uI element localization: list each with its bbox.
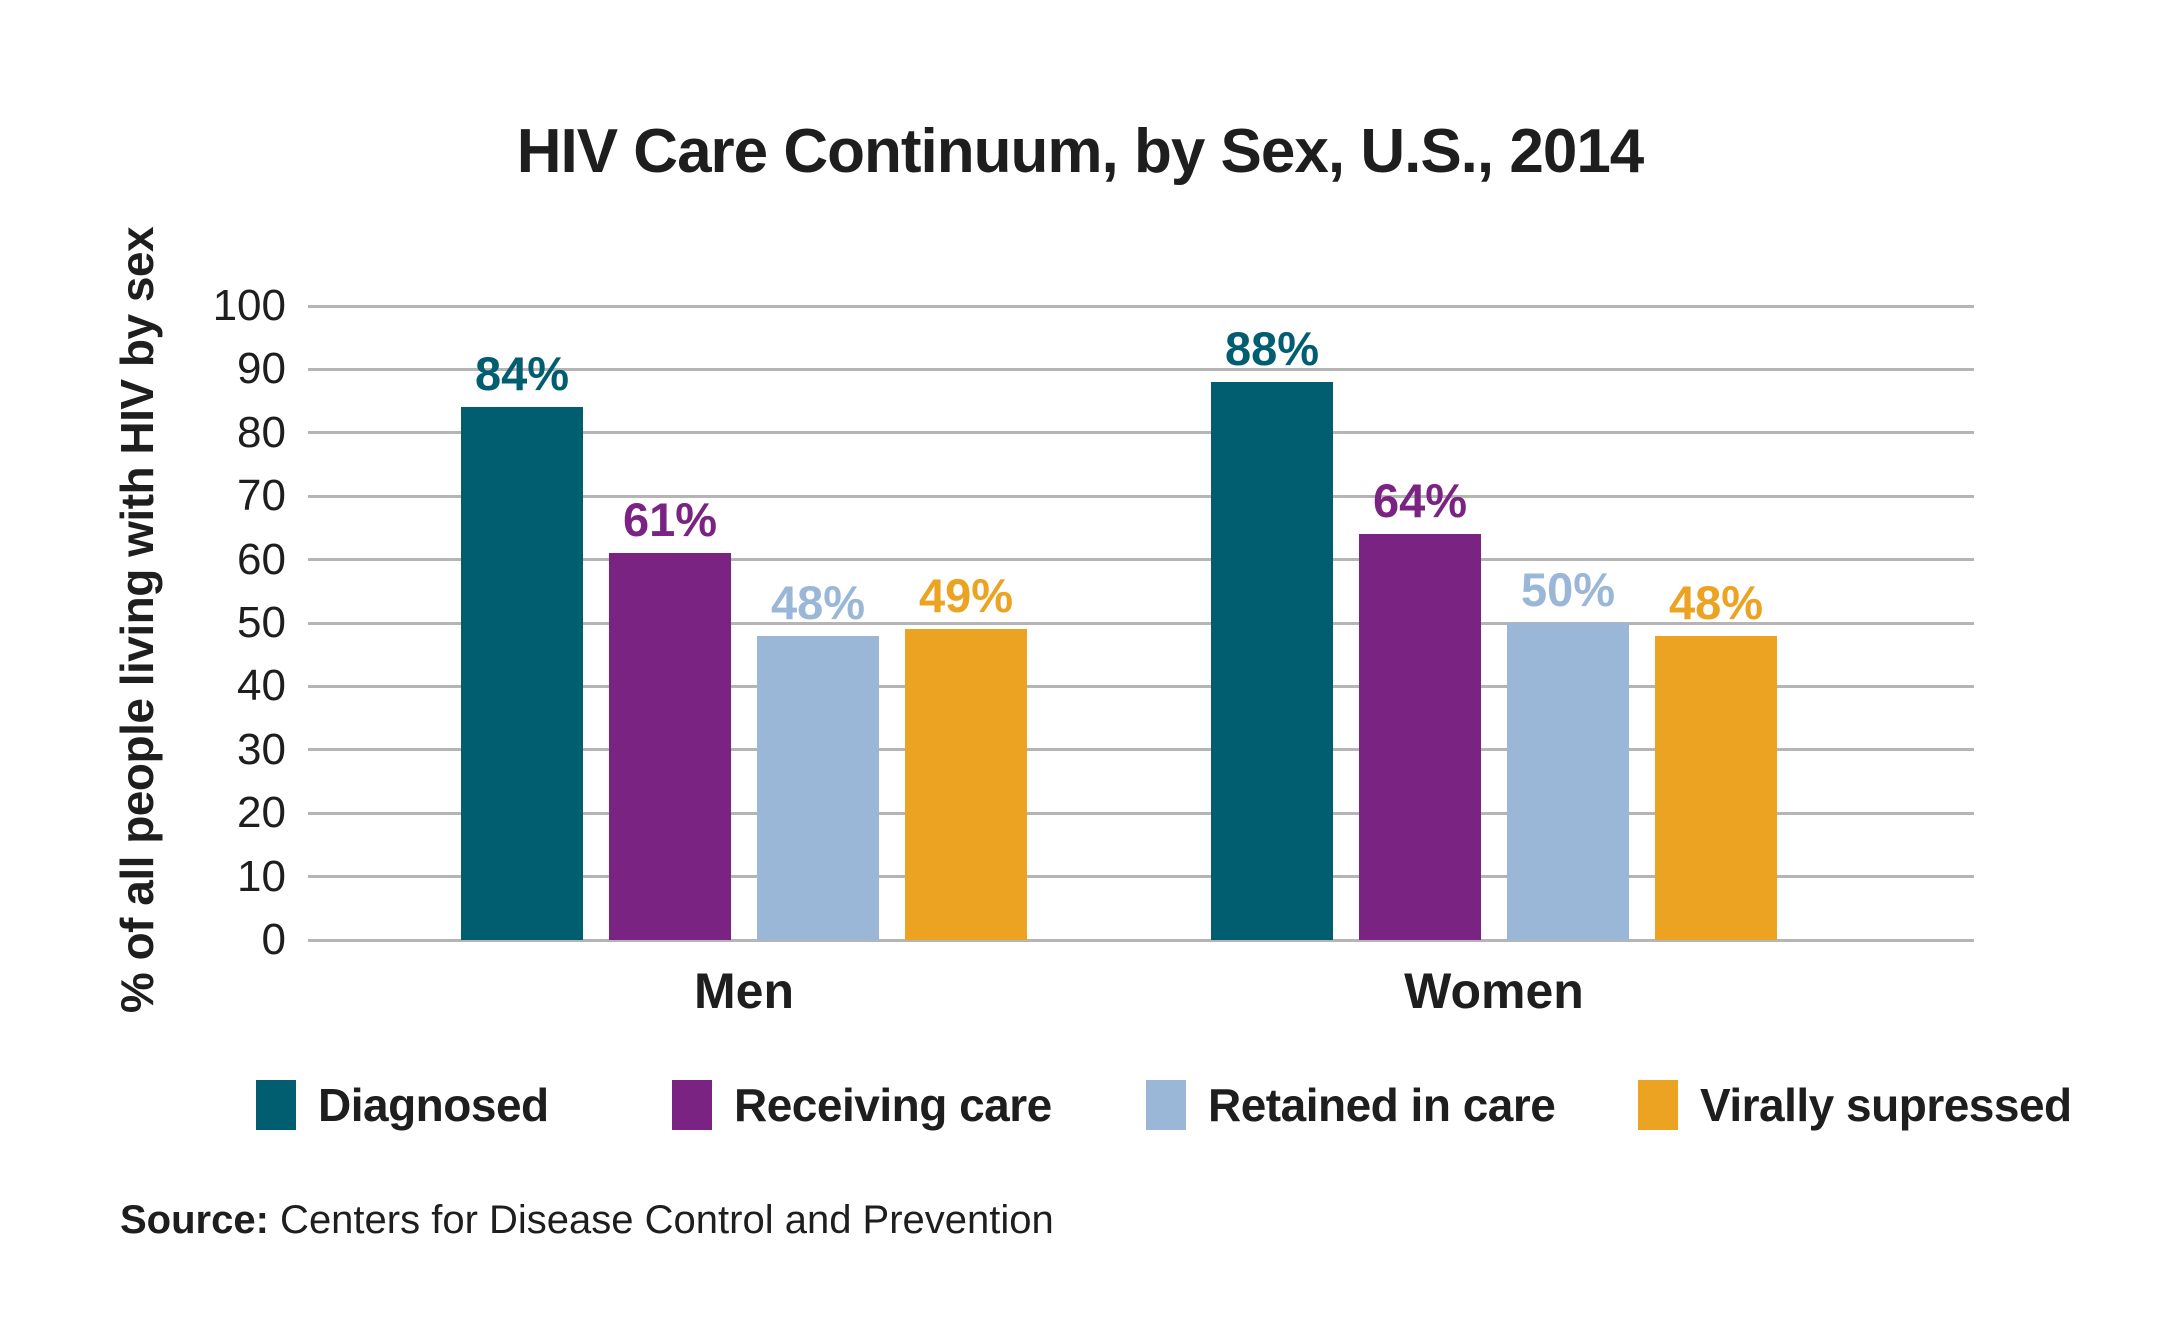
chart-title: HIV Care Continuum, by Sex, U.S., 2014 [516, 117, 1645, 186]
gridline-30 [308, 748, 1974, 752]
category-label-women: Women [1404, 963, 1584, 1019]
legend-item-virally-supressed: Virally supressed [1638, 1080, 2072, 1130]
legend-label: Diagnosed [318, 1079, 549, 1131]
legend-swatch-icon [672, 1080, 712, 1130]
bar-value-label: 50% [1520, 563, 1616, 616]
gridline-20 [308, 811, 1974, 815]
legend-swatch-icon [1638, 1080, 1678, 1130]
bar-men-retained-in-care: 48% [757, 579, 879, 940]
bar-value-label: 48% [1668, 575, 1764, 629]
bar-men-diagnosed: 84% [461, 350, 583, 940]
gridline-0 [308, 938, 1974, 942]
bar-value-label: 88% [1224, 322, 1320, 376]
legend-swatch-icon [256, 1080, 296, 1130]
legend-item-receiving-care: Receiving care [672, 1080, 1052, 1130]
legend-label: Receiving care [734, 1079, 1052, 1131]
y-tick-label-10: 10 [237, 851, 286, 901]
gridline-70 [308, 494, 1974, 498]
bar-value-label: 48% [770, 575, 866, 629]
bar-value-label: 84% [474, 347, 570, 401]
legend-swatch-icon [1146, 1080, 1186, 1130]
gridline-40 [308, 684, 1974, 688]
y-tick-label-100: 100 [212, 281, 286, 330]
bar-men-virally-supressed: 49% [905, 572, 1027, 940]
plot-area: 0 10 20 30 40 50 60 70 80 90 100 84% 61% 48% 49% Men 88%… [213, 284, 1974, 1019]
legend-item-retained-in-care: Retained in care [1146, 1079, 1556, 1131]
y-tick-label-0: 0 [261, 915, 286, 964]
bar-men-receiving-care: 61% [609, 496, 731, 940]
y-tick-label-90: 90 [237, 344, 286, 394]
bar-value-label: 61% [622, 493, 718, 547]
source-text: Centers for Disease Control and Preventi… [268, 1198, 1054, 1242]
bar-women-diagnosed: 88% [1211, 325, 1333, 940]
y-tick-label-30: 30 [237, 724, 286, 774]
y-tick-label-60: 60 [237, 534, 286, 584]
bar-women-virally-supressed: 48% [1655, 579, 1777, 940]
category-label-men: Men [694, 963, 794, 1019]
bar-women-receiving-care: 64% [1359, 477, 1481, 940]
legend-label: Virally supressed [1700, 1079, 2072, 1131]
gridline-80 [308, 431, 1974, 435]
gridline-100 [308, 304, 1974, 308]
gridline-10 [308, 875, 1974, 879]
bar-group-men: 84% 61% 48% 49% Men [461, 306, 1027, 1019]
legend-label: Retained in care [1208, 1079, 1556, 1131]
gridline-90 [308, 367, 1974, 371]
gridline-60 [308, 558, 1974, 562]
y-tick-label-80: 80 [237, 407, 286, 457]
y-tick-label-40: 40 [237, 661, 286, 711]
y-tick-label-70: 70 [237, 471, 286, 521]
bar-value-label: 64% [1372, 474, 1468, 528]
bar-value-label: 49% [918, 569, 1014, 623]
legend-item-diagnosed: Diagnosed [256, 1080, 549, 1130]
source-line: Source: Centers for Disease Control and … [120, 1196, 1054, 1244]
gridline-50 [308, 621, 1974, 625]
bar-group-women: 88% 64% 50% 48% Women [1211, 306, 1777, 1019]
bar-women-retained-in-care: 50% [1507, 566, 1629, 940]
y-tick-label-50: 50 [237, 598, 286, 647]
y-tick-label-20: 20 [237, 788, 286, 838]
legend: Diagnosed Receiving care Retained in care V… [0, 1080, 2160, 1132]
source-label: Source: [120, 1198, 269, 1242]
